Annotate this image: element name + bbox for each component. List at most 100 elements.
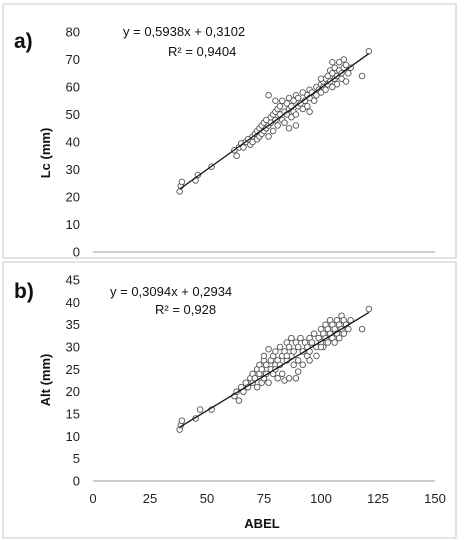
y-tick-label-b: 35 <box>66 317 80 332</box>
y-tick-label-a: 40 <box>66 135 80 150</box>
data-point-b <box>340 330 348 337</box>
data-point-a <box>299 89 307 96</box>
panel-a: a) Lc (mm) y = 0,5938x + 0,3102 R² = 0,9… <box>2 3 457 260</box>
y-tick-label-b: 10 <box>66 429 80 444</box>
data-point-b <box>335 334 343 342</box>
y-tick-label-a: 80 <box>66 25 80 40</box>
data-point-b <box>263 361 270 369</box>
data-point-b <box>276 343 284 351</box>
data-point-b <box>235 397 243 404</box>
data-point-a <box>278 97 286 104</box>
data-point-b <box>324 339 332 346</box>
data-point-a <box>281 119 288 126</box>
data-point-b <box>299 361 307 369</box>
data-point-b <box>285 343 293 351</box>
data-point-b <box>345 325 352 333</box>
data-point-b <box>283 352 291 360</box>
y-tick-label-a: 60 <box>66 80 80 95</box>
data-point-a <box>329 59 336 66</box>
data-point-a <box>324 72 332 80</box>
data-point-a <box>310 97 318 104</box>
data-point-b <box>294 357 302 364</box>
x-axis-title-b: ABEL <box>244 516 279 531</box>
data-point-b <box>260 352 268 360</box>
points-a <box>176 48 373 195</box>
data-point-a <box>292 111 300 118</box>
data-point-a <box>313 91 320 99</box>
y-tick-label-b: 20 <box>66 384 80 399</box>
data-point-b <box>290 361 297 369</box>
x-tick-label-b: 50 <box>200 491 214 506</box>
panel-a-label: a) <box>14 30 33 53</box>
y-tick-label-a: 20 <box>66 190 80 205</box>
r-squared-a: R² = 0,9404 <box>168 44 236 59</box>
data-point-a <box>285 124 293 132</box>
data-point-b <box>265 345 272 353</box>
data-point-a <box>265 133 272 140</box>
data-point-a <box>263 116 270 124</box>
data-point-a <box>265 91 272 99</box>
data-point-a <box>288 113 295 121</box>
y-ticks-a: 0 10 20 30 40 50 60 70 80 <box>66 25 80 260</box>
y-tick-label-b: 0 <box>73 474 80 489</box>
y-tick-label-b: 30 <box>66 340 80 355</box>
data-point-b <box>290 348 297 355</box>
trendline-a <box>179 53 370 190</box>
data-point-a <box>329 69 336 77</box>
data-point-a <box>294 94 302 102</box>
data-point-a <box>306 108 313 115</box>
data-point-b <box>358 325 366 333</box>
data-point-a <box>317 75 325 82</box>
data-point-a <box>233 152 240 159</box>
y-axis-title-b: Alt (mm) <box>38 354 53 407</box>
data-point-a <box>342 78 350 85</box>
data-point-a <box>285 94 293 102</box>
x-tick-label-b: 25 <box>143 491 157 506</box>
data-point-a <box>299 105 307 113</box>
data-point-b <box>317 343 325 351</box>
y-tick-label-b: 15 <box>66 407 80 422</box>
data-point-a <box>322 86 329 93</box>
data-point-a <box>317 89 325 96</box>
data-point-b <box>308 339 316 346</box>
data-point-a <box>292 122 300 129</box>
data-point-a <box>249 138 256 146</box>
data-point-b <box>294 368 302 375</box>
panel-b-label: b) <box>14 280 34 303</box>
data-point-a <box>283 100 291 107</box>
data-point-a <box>176 188 183 195</box>
data-point-b <box>292 375 300 382</box>
data-point-a <box>358 72 366 80</box>
y-tick-label-a: 30 <box>66 162 80 177</box>
data-point-b <box>365 305 373 313</box>
data-point-a <box>272 97 279 104</box>
trendline-b <box>179 311 370 428</box>
data-point-a <box>331 64 338 71</box>
data-point-b <box>310 330 318 337</box>
data-point-b <box>265 379 272 386</box>
x-ticks-b: 0 25 50 75 100 125 150 <box>89 491 445 506</box>
y-tick-label-b: 5 <box>73 451 80 466</box>
equation-b: y = 0,3094x + 0,2934 <box>110 284 232 299</box>
data-point-b <box>272 348 279 355</box>
data-point-b <box>313 352 320 360</box>
y-tick-label-a: 70 <box>66 52 80 67</box>
data-point-a <box>290 97 297 104</box>
y-tick-label-a: 50 <box>66 107 80 122</box>
data-point-b <box>331 339 338 346</box>
y-tick-label-b: 45 <box>66 273 80 288</box>
data-point-a <box>178 178 186 186</box>
data-point-b <box>178 417 186 424</box>
equation-a: y = 0,5938x + 0,3102 <box>123 24 245 39</box>
y-axis-title-a: Lc (mm) <box>38 128 53 179</box>
x-tick-label-b: 125 <box>367 491 389 506</box>
data-point-b <box>285 375 293 382</box>
data-point-a <box>335 59 343 66</box>
x-tick-label-b: 0 <box>89 491 96 506</box>
data-point-a <box>340 56 348 63</box>
y-ticks-b: 0 5 10 15 20 25 30 35 40 45 <box>66 273 80 489</box>
data-point-b <box>196 406 204 413</box>
data-point-a <box>240 144 247 151</box>
data-point-b <box>288 334 295 342</box>
